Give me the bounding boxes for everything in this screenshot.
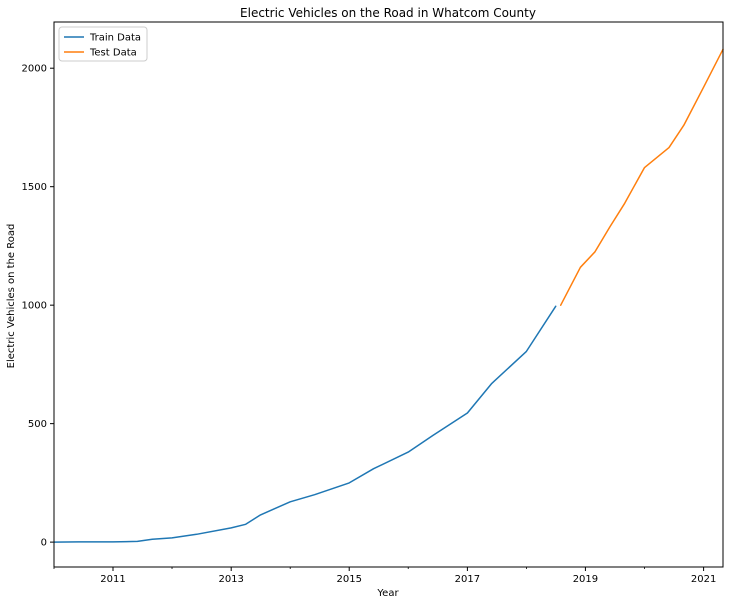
y-tick-label: 1000 [22,301,47,312]
x-tick-label: 2019 [573,574,598,585]
x-tick-label: 2021 [691,574,716,585]
series-line-train-data [53,305,557,543]
chart-title: Electric Vehicles on the Road in Whatcom… [240,6,536,20]
x-tick-label: 2011 [100,574,125,585]
legend-label: Train Data [89,33,141,44]
x-tick-label: 2017 [455,574,480,585]
x-tick-label: 2015 [336,574,361,585]
y-axis-label: Electric Vehicles on the Road [6,224,17,369]
plot-frame [53,21,724,568]
y-tick-label: 0 [41,538,47,549]
y-tick-label: 1500 [22,182,47,193]
legend-label: Test Data [89,48,137,59]
y-tick-label: 2000 [22,64,47,75]
series-line-test-data [559,48,724,306]
legend: Train Data Test Data [58,26,148,62]
x-axis-label: Year [376,588,399,599]
y-tick-label: 500 [28,419,47,430]
x-tick-label: 2013 [218,574,243,585]
